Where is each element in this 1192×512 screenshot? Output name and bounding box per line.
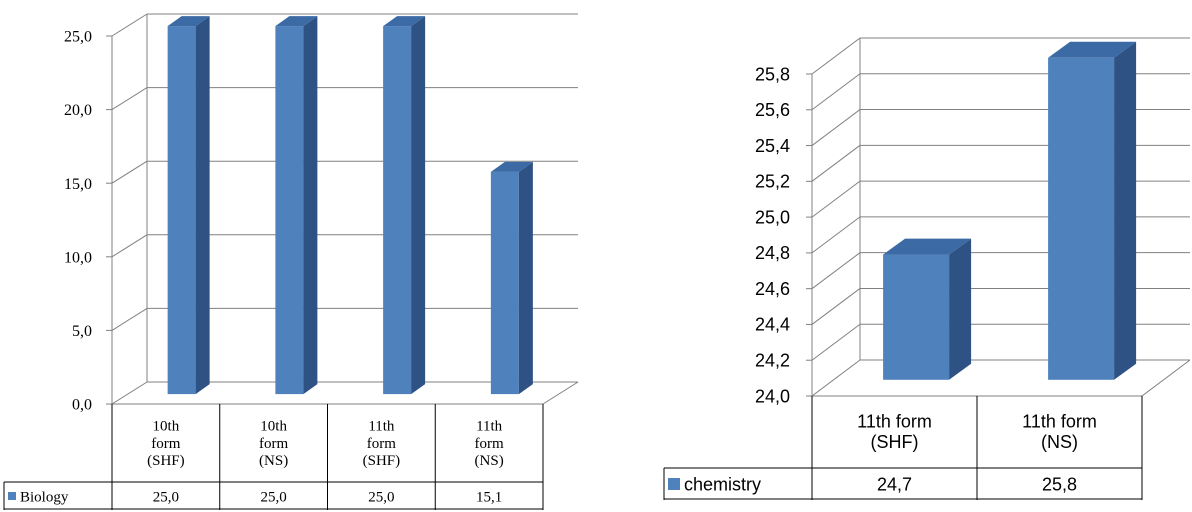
bar-front bbox=[275, 26, 304, 395]
bar-side bbox=[411, 16, 426, 395]
gridline-diagonal bbox=[811, 144, 861, 182]
bar-1 bbox=[1048, 41, 1137, 380]
gridline-diagonal bbox=[811, 216, 861, 254]
y-tick-label: 25,8 bbox=[755, 64, 790, 84]
y-tick-label: 5,0 bbox=[72, 323, 92, 340]
bar-front bbox=[383, 26, 412, 395]
data-label: 25,0 bbox=[261, 489, 287, 505]
bar-top bbox=[490, 161, 533, 172]
bar-top bbox=[167, 16, 210, 27]
data-table: 10thform(SHF)25,010thform(NS)25,011thfor… bbox=[3, 404, 544, 510]
category-label: 10th bbox=[260, 419, 287, 435]
data-label: 25,0 bbox=[153, 489, 179, 505]
gridline-diagonal bbox=[811, 323, 861, 361]
gridline-diagonal bbox=[111, 381, 148, 405]
legend-key bbox=[8, 492, 16, 500]
data-label: 25,8 bbox=[1042, 474, 1077, 494]
y-tick-label: 24,0 bbox=[755, 386, 790, 406]
category-label: form bbox=[367, 436, 396, 452]
category-label: (NS) bbox=[259, 453, 288, 469]
gridline-diagonal bbox=[111, 307, 148, 331]
floor-edge bbox=[1141, 359, 1191, 397]
y-tick-label: 24,8 bbox=[755, 243, 790, 263]
gridline-diagonal bbox=[111, 234, 148, 258]
gridline-diagonal bbox=[811, 73, 861, 111]
bar-side bbox=[1114, 41, 1137, 380]
y-tick-label: 25,2 bbox=[755, 172, 790, 192]
y-tick-label: 15,0 bbox=[64, 176, 92, 193]
gridline-diagonal bbox=[811, 109, 861, 146]
bar-3 bbox=[490, 161, 533, 395]
chemistry-chart: 24,0 24,2 24,4 24,6 24,8 25,0 25,2 25,4 25,6 25,8… bbox=[663, 37, 1191, 500]
category-label: form bbox=[259, 436, 288, 452]
bar-top bbox=[275, 16, 318, 27]
bar-front bbox=[490, 171, 519, 395]
bar-front bbox=[883, 254, 950, 380]
category-label: (NS) bbox=[1041, 432, 1078, 452]
category-label: form bbox=[151, 436, 180, 452]
y-tick-label: 10,0 bbox=[64, 249, 92, 266]
y-tick-label: 20,0 bbox=[64, 102, 92, 119]
category-label: (SHF) bbox=[871, 432, 919, 452]
bar-0 bbox=[167, 16, 210, 395]
category-label: 11th bbox=[368, 419, 395, 435]
legend-label: Biology bbox=[20, 489, 69, 505]
category-label: 11th bbox=[476, 419, 503, 435]
bar-side bbox=[518, 161, 533, 395]
gridline-diagonal bbox=[111, 87, 148, 111]
gridline-diagonal bbox=[811, 180, 861, 218]
bar-0 bbox=[883, 238, 972, 380]
data-label: 25,0 bbox=[368, 489, 394, 505]
category-label: (NS) bbox=[475, 453, 504, 469]
floor-edge bbox=[542, 381, 579, 405]
category-label: 11th form bbox=[1022, 412, 1097, 432]
category-label: (SHF) bbox=[147, 453, 185, 469]
y-tick-label: 24,2 bbox=[755, 351, 790, 371]
y-tick-label: 0,0 bbox=[72, 397, 92, 414]
bar-side bbox=[195, 16, 210, 395]
y-tick-label: 25,0 bbox=[64, 29, 92, 46]
category-label: 10th bbox=[153, 419, 180, 435]
bar-top bbox=[383, 16, 426, 27]
data-label: 24,7 bbox=[877, 474, 912, 494]
gridline-diagonal bbox=[111, 160, 148, 184]
category-label: (SHF) bbox=[363, 453, 401, 469]
bar-top bbox=[883, 238, 972, 255]
biology-chart: 0,05,010,015,020,025,010thform(SHF)25,01… bbox=[3, 13, 579, 510]
gridline-diagonal bbox=[111, 13, 148, 37]
bar-front bbox=[1048, 57, 1115, 380]
y-tick-label: 25,6 bbox=[755, 100, 790, 120]
bar-top bbox=[1048, 41, 1137, 58]
bar-side bbox=[303, 16, 318, 395]
legend-label: chemistry bbox=[684, 474, 761, 494]
y-tick-label: 25,0 bbox=[755, 207, 790, 227]
bar-side bbox=[949, 238, 972, 380]
bar-1 bbox=[275, 16, 318, 395]
data-label: 15,1 bbox=[476, 489, 502, 505]
category-label: form bbox=[475, 436, 504, 452]
gridline-diagonal bbox=[811, 252, 861, 290]
y-tick-label: 24,6 bbox=[755, 279, 790, 299]
legend-key bbox=[668, 478, 680, 490]
category-label: 11th form bbox=[857, 412, 932, 432]
gridline-diagonal bbox=[811, 359, 861, 397]
bar-2 bbox=[383, 16, 426, 395]
y-tick-label: 24,4 bbox=[755, 315, 790, 335]
y-tick-label: 25,4 bbox=[755, 136, 790, 156]
gridline-diagonal bbox=[811, 288, 861, 325]
bar-front bbox=[167, 26, 196, 395]
gridline-diagonal bbox=[811, 37, 861, 75]
